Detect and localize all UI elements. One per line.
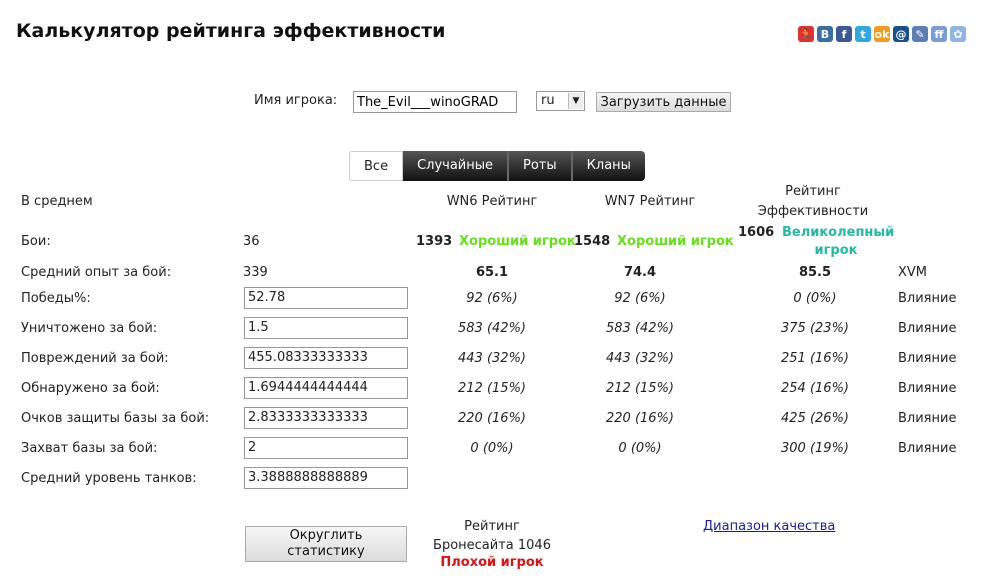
tab-random[interactable]: Случайные	[403, 151, 510, 181]
tab-companies[interactable]: Роты	[509, 151, 573, 181]
quality-range-link[interactable]: Диапазон качества	[703, 519, 836, 534]
row-value-input[interactable]: 2.8333333333333	[244, 407, 408, 429]
page-title: Калькулятор рейтинга эффективности	[16, 20, 446, 42]
row-influence: Влияние	[898, 321, 957, 336]
row-wn6: 443 (32%)	[458, 351, 526, 366]
player-name-input[interactable]	[353, 91, 517, 113]
row-wn7: 0 (0%)	[618, 441, 662, 456]
row-wn7: 583 (42%)	[606, 321, 674, 336]
row-wn6: 212 (15%)	[458, 381, 526, 396]
moimir-icon[interactable]: ✿	[950, 26, 966, 42]
wn7-value: 1548	[574, 234, 611, 249]
row-value-input[interactable]: 1.6944444444444	[244, 377, 408, 399]
row-label: Очков защиты базы за бой:	[21, 411, 210, 426]
battles-value: 36	[243, 234, 260, 249]
xvm-label: XVM	[898, 265, 928, 280]
row-eff: 251 (16%)	[781, 351, 849, 366]
wn7-class: Хороший игрок	[617, 234, 734, 249]
row-influence: Влияние	[898, 351, 957, 366]
row-label: Победы%:	[21, 291, 91, 306]
row-wn6: 0 (0%)	[470, 441, 514, 456]
player-label: Имя игрока:	[254, 93, 338, 108]
xp-wn6: 65.1	[475, 265, 509, 280]
row-eff: 0 (0%)	[793, 291, 837, 306]
row-eff: 425 (26%)	[781, 411, 849, 426]
armor-rating-value: Бронесайта 1046	[433, 538, 551, 553]
round-label-1: Округлить	[289, 528, 363, 543]
xp-label: Средний опыт за бой:	[21, 265, 172, 280]
tab-clans[interactable]: Кланы	[572, 151, 645, 181]
row-value-input[interactable]: 1.5	[244, 317, 408, 339]
avg-header: В среднем	[21, 194, 93, 209]
round-stats-button[interactable]: Округлить статистику	[245, 526, 407, 562]
row-wn7: 443 (32%)	[606, 351, 674, 366]
row-label: Захват базы за бой:	[21, 441, 158, 456]
xp-value: 339	[243, 265, 268, 280]
battles-label: Бои:	[21, 234, 51, 249]
row-value-input[interactable]: 52.78	[244, 287, 408, 309]
odnoklassniki-icon[interactable]: ok	[874, 26, 890, 42]
wn6-class: Хороший игрок	[459, 234, 576, 249]
chevron-down-icon: ▼	[568, 93, 583, 109]
row-value-input[interactable]: 455.08333333333	[244, 347, 408, 369]
row-wn7: 212 (15%)	[606, 381, 674, 396]
facebook-icon[interactable]: f	[836, 26, 852, 42]
wn6-header: WN6 Рейтинг	[446, 194, 538, 209]
server-select[interactable]: ru ▼	[536, 91, 585, 111]
xp-eff: 85.5	[798, 265, 832, 280]
row-value-input[interactable]: 2	[244, 437, 408, 459]
xp-wn7: 74.4	[623, 265, 657, 280]
eff-class-2: игрок	[814, 243, 858, 258]
row-label: Обнаружено за бой:	[21, 381, 160, 396]
runner-icon[interactable]: 🏃	[798, 26, 814, 42]
row-influence: Влияние	[898, 381, 957, 396]
row-wn6: 220 (16%)	[458, 411, 526, 426]
tab-all[interactable]: Все	[349, 151, 404, 181]
armor-rating-label: Рейтинг	[464, 519, 520, 534]
row-wn6: 583 (42%)	[458, 321, 526, 336]
load-data-button[interactable]: Загрузить данные	[596, 92, 731, 112]
eff-class-1: Великолепный	[782, 225, 895, 240]
server-value: ru	[541, 93, 555, 108]
livejournal-icon[interactable]: ✎	[912, 26, 928, 42]
vk-icon[interactable]: B	[817, 26, 833, 42]
twitter-icon[interactable]: t	[855, 26, 871, 42]
row-label: Уничтожено за бой:	[21, 321, 158, 336]
row-influence: Влияние	[898, 441, 957, 456]
wn6-value: 1393	[416, 234, 453, 249]
row-wn6: 92 (6%)	[466, 291, 518, 306]
row-eff: 300 (19%)	[781, 441, 849, 456]
row-eff: 254 (16%)	[781, 381, 849, 396]
eff-header-1: Рейтинг	[785, 184, 841, 199]
liveinternet-icon[interactable]: ff	[931, 26, 947, 42]
eff-value: 1606	[738, 225, 775, 240]
wn7-header: WN7 Рейтинг	[604, 194, 696, 209]
row-label: Средний уровень танков:	[21, 471, 197, 486]
row-label: Повреждений за бой:	[21, 351, 169, 366]
armor-rating-class: Плохой игрок	[440, 555, 544, 570]
row-influence: Влияние	[898, 291, 957, 306]
row-influence: Влияние	[898, 411, 957, 426]
row-wn7: 92 (6%)	[614, 291, 666, 306]
row-eff: 375 (23%)	[781, 321, 849, 336]
row-wn7: 220 (16%)	[606, 411, 674, 426]
mailru-icon[interactable]: @	[893, 26, 909, 42]
row-value-input[interactable]: 3.3888888888889	[244, 467, 408, 489]
round-label-2: статистику	[287, 544, 365, 559]
eff-header-2: Эффективности	[757, 204, 869, 219]
